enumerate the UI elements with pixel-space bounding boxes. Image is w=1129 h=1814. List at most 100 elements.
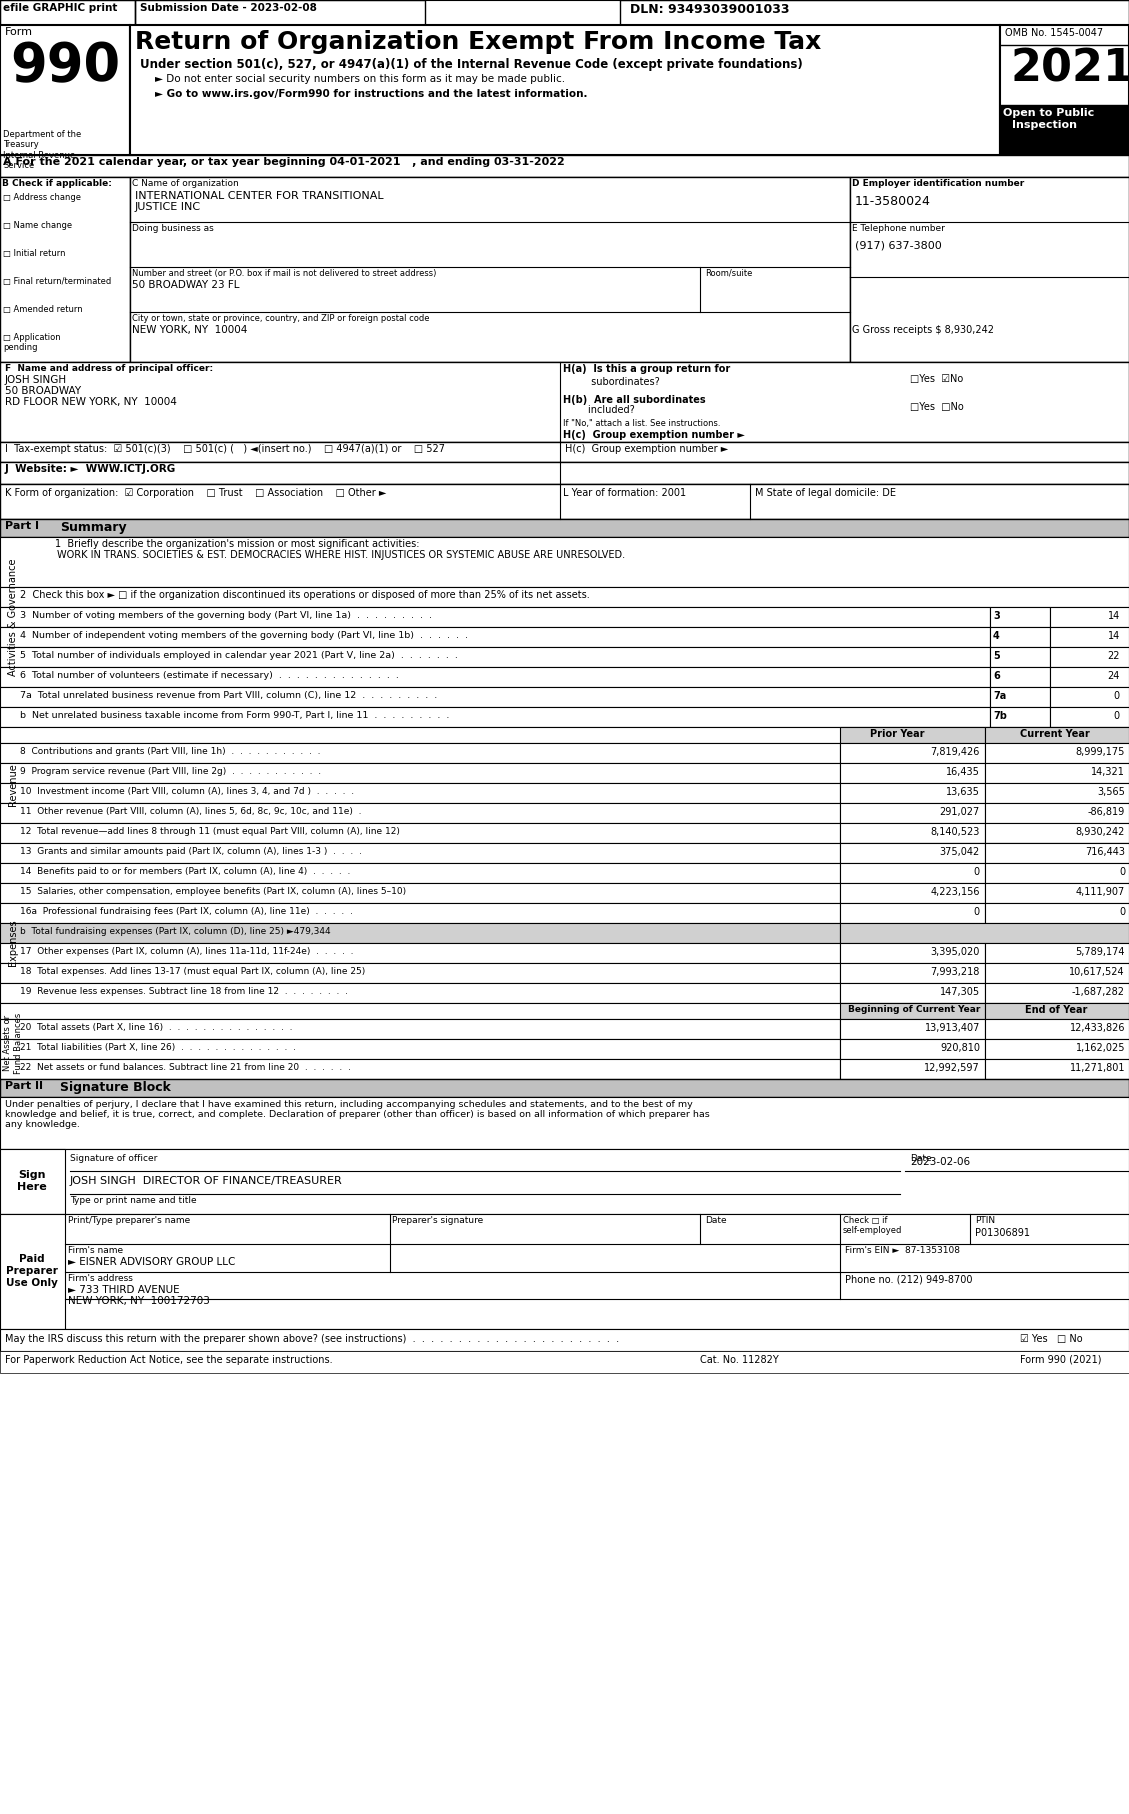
Bar [840, 983, 984, 1003]
Text: INTERNATIONAL CENTER FOR TRANSITIONAL: INTERNATIONAL CENTER FOR TRANSITIONAL [135, 190, 384, 201]
Bar [984, 727, 1129, 744]
Text: J  Website: ►  WWW.ICTJ.ORG: J Website: ► WWW.ICTJ.ORG [5, 464, 176, 473]
Bar [990, 648, 1050, 668]
Bar [984, 883, 1129, 903]
Text: Expenses: Expenses [8, 920, 18, 967]
Text: Firm's EIN ►  87-1353108: Firm's EIN ► 87-1353108 [844, 1246, 960, 1255]
Bar [0, 727, 1129, 744]
Bar [0, 1214, 65, 1330]
Text: □Yes  □No: □Yes □No [910, 403, 964, 412]
Text: Open to Public: Open to Public [1003, 109, 1094, 118]
Bar [0, 0, 1129, 25]
Bar [0, 1214, 1129, 1330]
Bar [0, 668, 990, 688]
Bar [0, 983, 840, 1003]
Bar [1050, 668, 1129, 688]
Text: 22  Net assets or fund balances. Subtract line 21 from line 20  .  .  .  .  .  .: 22 Net assets or fund balances. Subtract… [20, 1063, 351, 1072]
Bar [1000, 25, 1129, 154]
Text: 17  Other expenses (Part IX, column (A), lines 11a-11d, 11f-24e)  .  .  .  .  .: 17 Other expenses (Part IX, column (A), … [20, 947, 353, 956]
Text: 7a  Total unrelated business revenue from Part VIII, column (C), line 12  .  .  : 7a Total unrelated business revenue from… [20, 691, 437, 700]
Text: Form 990 (2021): Form 990 (2021) [1019, 1355, 1102, 1364]
Text: City or town, state or province, country, and ZIP or foreign postal code: City or town, state or province, country… [132, 314, 429, 323]
Bar [0, 1351, 1129, 1373]
Bar [984, 863, 1129, 883]
Text: 20  Total assets (Part X, line 16)  .  .  .  .  .  .  .  .  .  .  .  .  .  .  .: 20 Total assets (Part X, line 16) . . . … [20, 1023, 292, 1032]
Text: □ Final return/terminated: □ Final return/terminated [3, 278, 112, 287]
Bar [0, 903, 840, 923]
Text: ► Do not enter social security numbers on this form as it may be made public.: ► Do not enter social security numbers o… [155, 74, 566, 83]
Bar [0, 1330, 1129, 1351]
Text: D Employer identification number: D Employer identification number [852, 180, 1024, 189]
Text: G Gross receipts $ 8,930,242: G Gross receipts $ 8,930,242 [852, 325, 994, 336]
Text: 3  Number of voting members of the governing body (Part VI, line 1a)  .  .  .  .: 3 Number of voting members of the govern… [20, 611, 432, 620]
Text: □ Initial return: □ Initial return [3, 249, 65, 258]
Text: 3,395,020: 3,395,020 [930, 947, 980, 958]
Text: 0: 0 [1119, 907, 1124, 918]
Text: 11,271,801: 11,271,801 [1069, 1063, 1124, 1074]
Text: 7,819,426: 7,819,426 [930, 747, 980, 756]
Bar [0, 588, 1129, 608]
Bar [840, 1059, 984, 1079]
Text: Under penalties of perjury, I declare that I have examined this return, includin: Under penalties of perjury, I declare th… [5, 1099, 693, 1108]
Text: ► Go to www.irs.gov/Form990 for instructions and the latest information.: ► Go to www.irs.gov/Form990 for instruct… [155, 89, 587, 100]
Bar [840, 784, 984, 804]
Bar [0, 688, 990, 707]
Text: Doing business as: Doing business as [132, 223, 213, 232]
Text: 4  Number of independent voting members of the governing body (Part VI, line 1b): 4 Number of independent voting members o… [20, 631, 469, 640]
Text: 24: 24 [1108, 671, 1120, 680]
Bar [130, 178, 850, 363]
Bar [0, 943, 840, 963]
Bar [840, 1019, 984, 1039]
Text: Under section 501(c), 527, or 4947(a)(1) of the Internal Revenue Code (except pr: Under section 501(c), 527, or 4947(a)(1)… [140, 58, 803, 71]
Bar [0, 707, 990, 727]
Text: Date: Date [910, 1154, 931, 1163]
Text: DLN: 93493039001033: DLN: 93493039001033 [630, 4, 789, 16]
Bar [0, 963, 840, 983]
Text: 0: 0 [1119, 867, 1124, 876]
Bar [1050, 608, 1129, 628]
Bar [984, 804, 1129, 824]
Text: NEW YORK, NY  100172703: NEW YORK, NY 100172703 [68, 1295, 210, 1306]
Bar [840, 1039, 984, 1059]
Text: A For the 2021 calendar year, or tax year beginning 04-01-2021   , and ending 03: A For the 2021 calendar year, or tax yea… [3, 158, 564, 167]
Text: If "No," attach a list. See instructions.: If "No," attach a list. See instructions… [563, 419, 720, 428]
Text: 16a  Professional fundraising fees (Part IX, column (A), line 11e)  .  .  .  .  : 16a Professional fundraising fees (Part … [20, 907, 353, 916]
Bar [840, 883, 984, 903]
Text: JUSTICE INC: JUSTICE INC [135, 201, 201, 212]
Text: Phone no. (212) 949-8700: Phone no. (212) 949-8700 [844, 1273, 972, 1284]
Bar [850, 178, 1129, 363]
Text: 5  Total number of individuals employed in calendar year 2021 (Part V, line 2a) : 5 Total number of individuals employed i… [20, 651, 458, 660]
Text: 4,223,156: 4,223,156 [930, 887, 980, 896]
Bar [0, 1148, 1129, 1214]
Text: b  Net unrelated business taxable income from Form 990-T, Part I, line 11  .  . : b Net unrelated business taxable income … [20, 711, 449, 720]
Text: Firm's address: Firm's address [68, 1273, 133, 1282]
Text: Type or print name and title: Type or print name and title [70, 1195, 196, 1204]
Text: E Telephone number: E Telephone number [852, 223, 945, 232]
Text: 50 BROADWAY: 50 BROADWAY [5, 386, 81, 395]
Text: 7b: 7b [994, 711, 1007, 720]
Text: Sign
Here: Sign Here [17, 1170, 47, 1192]
Bar [0, 648, 990, 668]
Bar [840, 844, 984, 860]
Text: 13  Grants and similar amounts paid (Part IX, column (A), lines 1-3 )  .  .  .  : 13 Grants and similar amounts paid (Part… [20, 847, 362, 856]
Text: 5: 5 [994, 651, 1000, 660]
Text: 5,789,174: 5,789,174 [1076, 947, 1124, 958]
Bar [0, 863, 840, 883]
Bar [1000, 105, 1129, 154]
Text: Summary: Summary [60, 521, 126, 533]
Bar [984, 903, 1129, 923]
Text: JOSH SINGH: JOSH SINGH [5, 375, 67, 385]
Text: Form: Form [5, 27, 33, 36]
Text: 12,433,826: 12,433,826 [1069, 1023, 1124, 1032]
Bar [0, 1079, 1129, 1097]
Text: Number and street (or P.O. box if mail is not delivered to street address): Number and street (or P.O. box if mail i… [132, 268, 437, 278]
Text: Paid
Preparer
Use Only: Paid Preparer Use Only [6, 1255, 58, 1288]
Text: 0: 0 [1114, 711, 1120, 720]
Text: 4: 4 [994, 631, 1000, 640]
Text: 375,042: 375,042 [939, 847, 980, 856]
Text: PTIN: PTIN [975, 1215, 995, 1224]
Bar [1050, 707, 1129, 727]
Text: Print/Type preparer's name: Print/Type preparer's name [68, 1215, 191, 1224]
Text: □Yes  ☑No: □Yes ☑No [910, 374, 963, 385]
Bar [0, 608, 990, 628]
